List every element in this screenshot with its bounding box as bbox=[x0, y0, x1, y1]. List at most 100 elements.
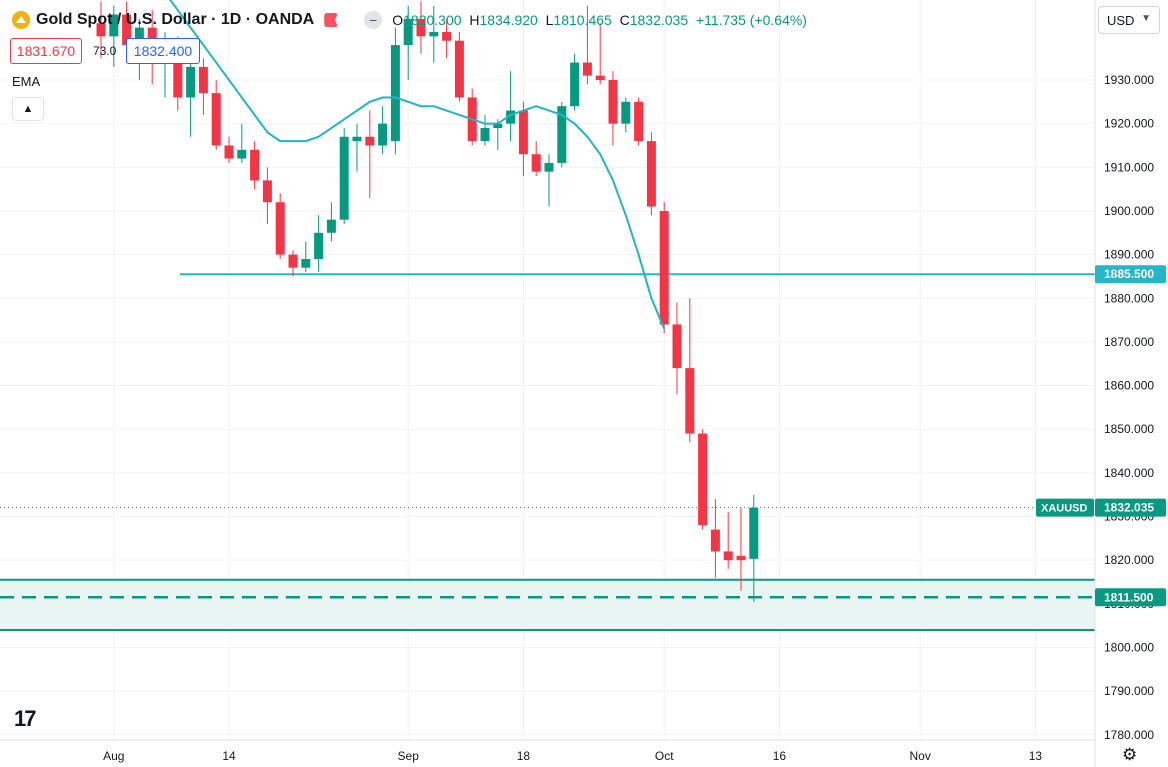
candle-body[interactable] bbox=[416, 18, 426, 37]
time-tick-label: 18 bbox=[517, 749, 531, 763]
candle-body[interactable] bbox=[186, 66, 196, 98]
candles-group bbox=[96, 1, 759, 602]
price-tick-label: 1910.000 bbox=[1104, 160, 1154, 174]
candle-body[interactable] bbox=[365, 136, 375, 146]
price-tick-label: 1890.000 bbox=[1104, 248, 1154, 262]
candle-body[interactable] bbox=[723, 551, 733, 561]
chevron-down-icon: ▼ bbox=[1141, 13, 1151, 24]
price-tick-label: 1880.000 bbox=[1104, 291, 1154, 305]
candle-body[interactable] bbox=[275, 202, 285, 255]
candle-body[interactable] bbox=[672, 324, 682, 369]
candle-body[interactable] bbox=[326, 219, 336, 233]
candle-body[interactable] bbox=[659, 210, 669, 325]
last-price-badge: 1832.035 bbox=[1104, 501, 1154, 515]
flag-icon[interactable] bbox=[324, 13, 339, 27]
symbol-title[interactable]: Gold Spot / U.S. Dollar · 1D · OANDA bbox=[36, 11, 315, 28]
candle-body[interactable] bbox=[493, 123, 503, 129]
open-value: 1820.300 bbox=[403, 12, 462, 28]
buy-button[interactable]: 1832.400 bbox=[126, 38, 200, 64]
price-tick-label: 1840.000 bbox=[1104, 466, 1154, 480]
close-value: 1832.035 bbox=[629, 12, 689, 28]
price-tick-label: 1900.000 bbox=[1104, 204, 1154, 218]
ema-line[interactable] bbox=[165, 0, 666, 330]
sell-button[interactable]: 1831.670 bbox=[10, 38, 82, 64]
candle-body[interactable] bbox=[237, 149, 247, 159]
candle-body[interactable] bbox=[634, 101, 644, 142]
candle-body[interactable] bbox=[262, 180, 272, 203]
candle-body[interactable] bbox=[109, 14, 119, 37]
candle-body[interactable] bbox=[685, 368, 695, 434]
currency-select[interactable]: USD ▼ bbox=[1098, 6, 1160, 34]
spread-value: 73.0 bbox=[93, 44, 117, 58]
support-zone[interactable] bbox=[0, 579, 1095, 630]
candle-body[interactable] bbox=[621, 101, 631, 124]
candle-body[interactable] bbox=[314, 232, 324, 259]
tradingview-logo-icon[interactable]: 17 bbox=[14, 706, 37, 731]
candle-body[interactable] bbox=[442, 31, 452, 41]
candle-body[interactable] bbox=[288, 254, 298, 268]
candle-body[interactable] bbox=[352, 136, 362, 142]
change-value: +11.735 (+0.64%) bbox=[695, 12, 807, 28]
candle-body[interactable] bbox=[698, 433, 708, 526]
hide-icon[interactable]: − bbox=[364, 11, 383, 29]
candle-body[interactable] bbox=[570, 62, 580, 107]
symbol-badge-bg bbox=[1036, 498, 1094, 517]
candle-body[interactable] bbox=[96, 23, 106, 37]
low-value: 1810.465 bbox=[553, 12, 612, 28]
candle-body[interactable] bbox=[390, 45, 400, 142]
candle-body[interactable] bbox=[122, 14, 132, 46]
high-value: 1834.920 bbox=[479, 12, 538, 28]
time-tick-label: Nov bbox=[910, 749, 931, 763]
symbol-badge: XAUUSD bbox=[1041, 503, 1088, 515]
candle-body[interactable] bbox=[454, 40, 464, 98]
candle-body[interactable] bbox=[544, 162, 554, 172]
candle-body[interactable] bbox=[480, 128, 490, 142]
ema-indicator-label[interactable]: EMA bbox=[12, 74, 41, 89]
candle-body[interactable] bbox=[646, 141, 656, 207]
candle-body[interactable] bbox=[250, 149, 260, 181]
candle-body[interactable] bbox=[198, 66, 208, 94]
time-tick-label: 16 bbox=[773, 749, 787, 763]
resistance-price-badge-bg bbox=[1095, 265, 1166, 284]
price-tick-label: 1870.000 bbox=[1104, 335, 1154, 349]
symbol-header: Gold Spot / U.S. Dollar · 1D · OANDA − O… bbox=[0, 0, 807, 40]
candle-body[interactable] bbox=[211, 93, 221, 146]
candle-body[interactable] bbox=[506, 110, 516, 124]
candle-body[interactable] bbox=[134, 27, 144, 46]
candle-body[interactable] bbox=[224, 145, 234, 159]
candle-body[interactable] bbox=[749, 507, 759, 559]
time-tick-label: Oct bbox=[655, 749, 674, 763]
zone-price-badge: 1811.500 bbox=[1104, 590, 1154, 604]
price-tick-label: 1920.000 bbox=[1104, 117, 1154, 131]
chevron-up-icon[interactable]: ▲ bbox=[12, 97, 44, 121]
price-tick-label: 1820.000 bbox=[1104, 553, 1154, 567]
time-tick-label: Sep bbox=[398, 749, 420, 763]
candle-body[interactable] bbox=[595, 75, 605, 80]
candle-body[interactable] bbox=[173, 49, 183, 98]
price-tick-label: 1780.000 bbox=[1104, 728, 1154, 742]
time-tick-label: 14 bbox=[222, 749, 236, 763]
price-tick-label: 1800.000 bbox=[1104, 640, 1154, 654]
currency-value: USD bbox=[1107, 12, 1135, 28]
candle-body[interactable] bbox=[710, 529, 720, 552]
candle-body[interactable] bbox=[429, 31, 439, 37]
gear-icon[interactable]: ⚙ bbox=[1122, 745, 1138, 764]
time-tick-label: Aug bbox=[103, 749, 124, 763]
ohlc-values: O1820.300 H1834.920 L1810.465 C1832.035 … bbox=[392, 12, 807, 28]
candle-body[interactable] bbox=[557, 106, 567, 163]
candle-body[interactable] bbox=[339, 136, 349, 220]
candle-body[interactable] bbox=[736, 555, 746, 561]
price-tick-label: 1930.000 bbox=[1104, 73, 1154, 87]
last-price-badge-bg bbox=[1095, 498, 1166, 517]
candle-body[interactable] bbox=[518, 110, 528, 155]
candle-body[interactable] bbox=[403, 18, 413, 46]
candle-body[interactable] bbox=[301, 258, 311, 268]
candle-body[interactable] bbox=[608, 80, 618, 124]
gold-logo-icon bbox=[12, 11, 30, 29]
candle-body[interactable] bbox=[531, 154, 541, 172]
price-tick-label: 1860.000 bbox=[1104, 379, 1154, 393]
candle-body[interactable] bbox=[378, 123, 388, 146]
time-tick-label: 13 bbox=[1029, 749, 1043, 763]
candle-body[interactable] bbox=[582, 62, 592, 76]
